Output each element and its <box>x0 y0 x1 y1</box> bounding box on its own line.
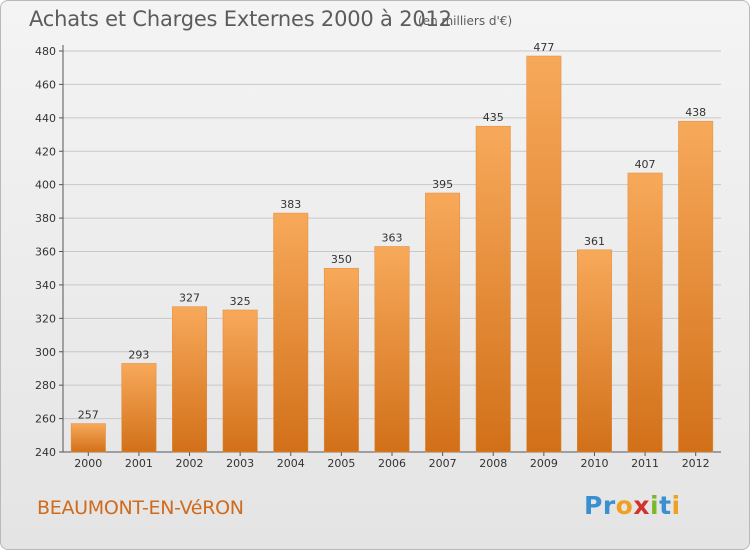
y-tick-label: 240 <box>35 446 56 459</box>
x-tick-label: 2012 <box>682 457 710 470</box>
x-tick-label: 2011 <box>631 457 659 470</box>
value-label: 350 <box>331 253 352 266</box>
bar-2012 <box>678 120 714 453</box>
value-label: 435 <box>483 111 504 124</box>
y-tick-label: 360 <box>35 246 56 259</box>
x-tick-label: 2008 <box>479 457 507 470</box>
y-tick-label: 280 <box>35 379 56 392</box>
y-tick-label: 320 <box>35 312 56 325</box>
value-label: 407 <box>635 158 656 171</box>
y-tick-label: 380 <box>35 212 56 225</box>
chart-subtitle: (en milliers d'€) <box>418 14 513 28</box>
x-tick-label: 2001 <box>125 457 153 470</box>
bar-2005 <box>323 267 359 453</box>
x-tick-label: 2006 <box>378 457 406 470</box>
bar-2010 <box>577 249 612 453</box>
commune-name: BEAUMONT-EN-VéRON <box>37 497 244 519</box>
x-tick-label: 2003 <box>226 457 254 470</box>
value-label: 477 <box>533 41 554 54</box>
bar-2000 <box>70 423 106 453</box>
bar-2011 <box>627 172 663 453</box>
value-label: 363 <box>382 231 403 244</box>
proxiti-logo[interactable]: Proxiti <box>584 491 681 520</box>
bar-2001 <box>121 363 157 453</box>
logo-letter: x <box>633 491 650 520</box>
value-label: 383 <box>280 198 301 211</box>
labels: 240 260 280 300 320 340 360 380 400 420 440 460 480 2… <box>35 41 710 470</box>
y-tick-label: 420 <box>35 145 56 158</box>
value-label: 395 <box>432 178 453 191</box>
logo-letter: o <box>615 491 634 520</box>
y-tick-label: 300 <box>35 346 56 359</box>
bar-2009 <box>526 55 562 453</box>
value-label: 327 <box>179 292 200 305</box>
x-tick-label: 2000 <box>74 457 102 470</box>
value-label: 361 <box>584 235 605 248</box>
y-tick-label: 400 <box>35 179 56 192</box>
y-tick-label: 340 <box>35 279 56 292</box>
logo-letter: r <box>602 491 616 520</box>
logo-letter: t <box>659 491 672 520</box>
y-tick-label: 260 <box>35 413 56 426</box>
bar-2003 <box>222 309 258 453</box>
y-tick-label: 440 <box>35 112 56 125</box>
chart-title: Achats et Charges Externes 2000 à 2012 <box>29 7 452 31</box>
value-label: 438 <box>685 106 706 119</box>
logo-letter: i <box>650 491 660 520</box>
bar-2002 <box>172 306 207 453</box>
logo-letter: i <box>671 491 681 520</box>
x-tick-label: 2005 <box>327 457 355 470</box>
value-label: 257 <box>78 409 99 422</box>
bar-2008 <box>475 125 511 453</box>
logo-letter: P <box>584 491 603 520</box>
x-tick-label: 2009 <box>530 457 558 470</box>
x-tick-label: 2004 <box>277 457 305 470</box>
bar-2004 <box>273 212 309 453</box>
bar-2007 <box>425 192 461 453</box>
value-label: 325 <box>230 295 251 308</box>
x-tick-label: 2007 <box>429 457 457 470</box>
bar-2006 <box>374 246 410 453</box>
bars <box>70 55 714 453</box>
value-label: 293 <box>128 348 149 361</box>
y-tick-label: 480 <box>35 45 56 58</box>
y-tick-label: 460 <box>35 78 56 91</box>
x-tick-label: 2010 <box>580 457 608 470</box>
x-tick-label: 2002 <box>176 457 204 470</box>
